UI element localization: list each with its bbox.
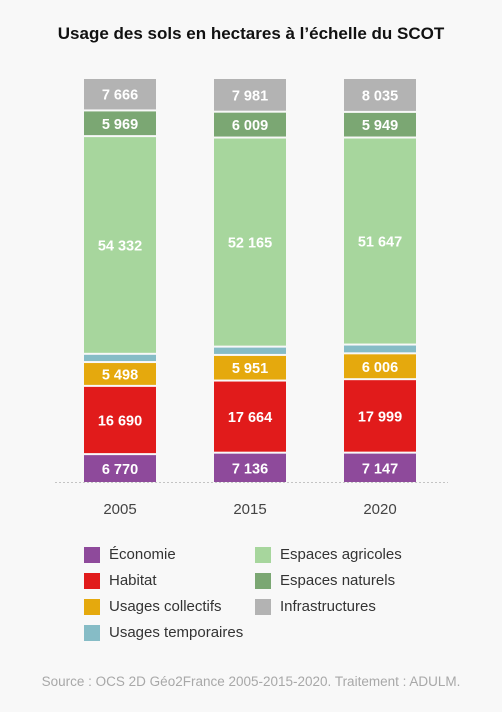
bar-segment <box>84 111 156 136</box>
chart-title: Usage des sols en hectares à l’échelle d… <box>57 24 445 43</box>
data-label: 6 006 <box>362 360 398 376</box>
bar-segment <box>214 453 286 482</box>
bar-segment <box>344 79 416 111</box>
data-label: 8 035 <box>362 88 398 104</box>
bar-segment <box>84 386 156 454</box>
data-label: 52 165 <box>228 236 272 252</box>
bar-segment <box>214 138 286 346</box>
bar-segment <box>344 112 416 137</box>
bar-segment <box>344 380 416 452</box>
bar-segment <box>84 137 156 353</box>
bar-segment <box>344 345 416 353</box>
bar-segment <box>214 355 286 380</box>
source-note: Source : OCS 2D Géo2France 2005-2015-202… <box>41 674 461 689</box>
data-label: 7 136 <box>232 461 268 477</box>
bar-segment <box>84 363 156 385</box>
data-label: 7 147 <box>362 461 398 477</box>
bar-segment <box>214 112 286 137</box>
data-label: 51 647 <box>358 235 402 251</box>
bar-segment <box>84 354 156 362</box>
data-label: 7 981 <box>232 88 268 104</box>
data-label: 5 969 <box>102 117 138 133</box>
data-label: 5 498 <box>102 367 138 383</box>
data-label: 17 664 <box>228 410 272 426</box>
data-label: 7 666 <box>102 88 138 104</box>
bar-segment <box>344 354 416 379</box>
x-tick-label: 2020 <box>363 501 396 518</box>
x-tick-label: 2015 <box>233 501 266 518</box>
bar-segment <box>344 138 416 344</box>
bar-segment <box>84 79 156 110</box>
bar-segment <box>214 79 286 111</box>
data-label: 54 332 <box>98 238 142 254</box>
bar-segment <box>84 455 156 482</box>
data-label: 5 949 <box>362 118 398 134</box>
data-label: 6 009 <box>232 118 268 134</box>
x-tick-label: 2005 <box>103 501 136 518</box>
bar-segment <box>344 453 416 482</box>
data-label: 16 690 <box>98 413 142 429</box>
bar-segment <box>214 347 286 354</box>
bar-segment <box>214 381 286 452</box>
data-label: 17 999 <box>358 409 402 425</box>
data-label: 6 770 <box>102 462 138 478</box>
data-label: 5 951 <box>232 361 268 377</box>
